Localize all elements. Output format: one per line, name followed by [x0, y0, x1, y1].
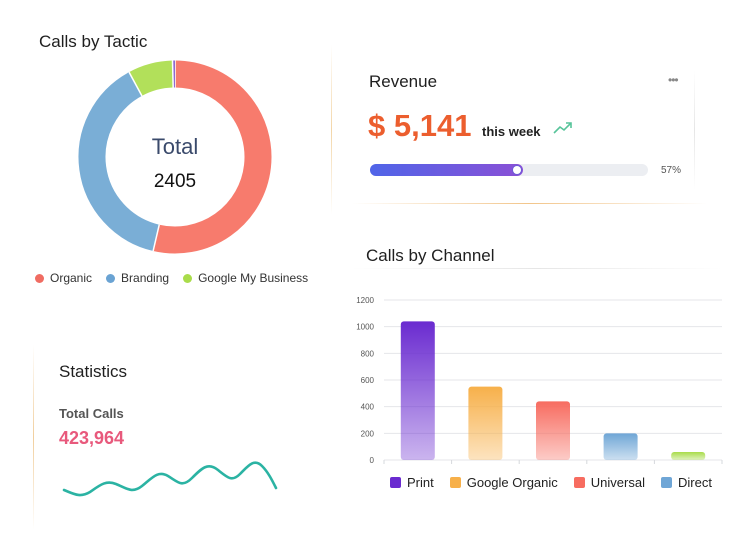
donut-separator: [171, 60, 174, 88]
legend-item-google-organic[interactable]: Google Organic: [449, 475, 558, 490]
bar-other[interactable]: [671, 452, 706, 460]
bar-universal[interactable]: [536, 401, 570, 460]
y-tick-label: 0: [370, 456, 375, 465]
legend-dot-organic: [35, 273, 44, 283]
legend-item-print[interactable]: Print: [390, 475, 434, 490]
trend-up-icon: [553, 122, 572, 134]
channel-bar-chart: 0 200 400 600 800 1000 1200: [356, 296, 723, 465]
divider-vertical-bottom: [33, 345, 34, 530]
legend-swatch-google-organic: [449, 477, 461, 488]
revenue-progress-label: 57%: [661, 165, 682, 176]
bar-print[interactable]: [400, 321, 435, 460]
legend-dot-google-my-business: [183, 273, 193, 283]
divider-horizontal-channel: [352, 268, 722, 269]
y-tick-label: 600: [361, 376, 375, 385]
legend-label-organic: Organic: [50, 271, 93, 285]
legend-label-branding: Branding: [121, 271, 170, 285]
legend-item-branding[interactable]: Branding: [106, 271, 169, 285]
y-tick-label: 1200: [356, 296, 374, 305]
more-horizontal-icon[interactable]: •••: [668, 73, 679, 87]
total-calls-value: 423,964: [59, 428, 125, 448]
legend-dot-branding: [106, 273, 116, 283]
revenue-title: Revenue: [369, 72, 438, 91]
bar-direct[interactable]: [603, 433, 638, 460]
divider-horizontal-revenue: [352, 203, 707, 204]
donut-segment-google-my-business[interactable]: [129, 60, 174, 97]
legend-item-universal[interactable]: Universal: [573, 475, 645, 490]
revenue-amount: $ 5,141: [368, 108, 472, 143]
legend-label-direct: Direct: [677, 475, 712, 490]
tactic-donut-chart: Total 2405: [78, 60, 272, 254]
revenue-progress-bar: [370, 164, 648, 176]
total-calls-label: Total Calls: [59, 406, 124, 421]
sparkline-line: [62, 461, 278, 497]
y-tick-label: 400: [361, 403, 375, 412]
legend-label-google-organic: Google Organic: [466, 475, 558, 490]
legend-label-google-my-business: Google My Business: [198, 271, 309, 285]
revenue-progress-knob: [513, 166, 521, 174]
legend-swatch-direct: [660, 477, 672, 488]
channel-legend: Print Google Organic Universal Direct: [390, 475, 712, 490]
donut-segment-organic[interactable]: [153, 60, 272, 254]
calls-by-channel-title: Calls by Channel: [366, 246, 495, 265]
legend-label-print: Print: [407, 475, 434, 490]
bar-google-organic[interactable]: [468, 386, 503, 460]
y-tick-label: 800: [361, 349, 375, 358]
tactic-legend: Organic Branding Google My Business: [35, 271, 308, 285]
legend-swatch-universal: [573, 477, 585, 488]
legend-item-google-my-business[interactable]: Google My Business: [183, 271, 308, 285]
y-tick-label: 1000: [356, 323, 374, 332]
legend-label-universal: Universal: [590, 475, 645, 490]
divider-vertical-revenue: [694, 70, 695, 190]
revenue-period: this week: [482, 124, 541, 139]
statistics-title: Statistics: [59, 362, 128, 381]
revenue-progress-fill: [370, 164, 523, 176]
y-tick-label: 200: [361, 429, 375, 438]
legend-swatch-print: [390, 477, 401, 488]
legend-item-direct[interactable]: Direct: [660, 475, 712, 490]
donut-center-value: 2405: [154, 171, 196, 192]
divider-vertical-top: [331, 45, 332, 215]
calls-by-tactic-title: Calls by Tactic: [39, 32, 148, 51]
legend-item-organic[interactable]: Organic: [35, 271, 92, 285]
statistics-sparkline: [62, 461, 278, 497]
donut-separator: [152, 224, 160, 252]
donut-segment-branding[interactable]: [78, 72, 160, 251]
donut-separator: [128, 71, 143, 97]
donut-center-label: Total: [152, 134, 198, 159]
